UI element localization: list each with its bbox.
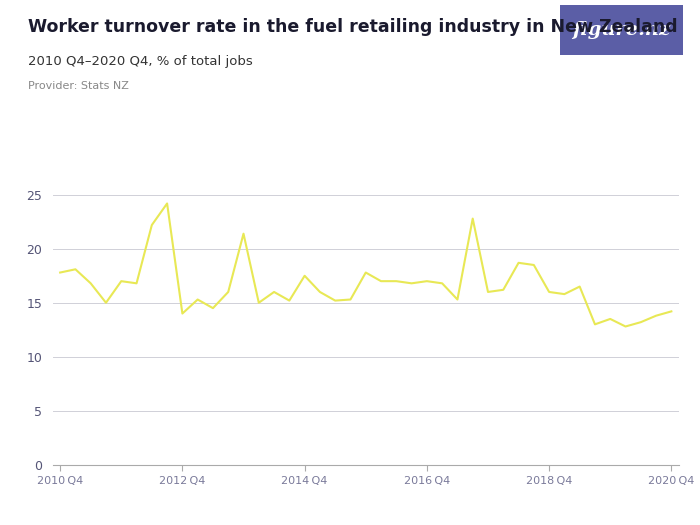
Text: Provider: Stats NZ: Provider: Stats NZ (28, 81, 129, 91)
Text: Worker turnover rate in the fuel retailing industry in New Zealand: Worker turnover rate in the fuel retaili… (28, 18, 678, 36)
Text: 2010 Q4–2020 Q4, % of total jobs: 2010 Q4–2020 Q4, % of total jobs (28, 55, 253, 68)
Text: figure.nz: figure.nz (572, 21, 671, 39)
